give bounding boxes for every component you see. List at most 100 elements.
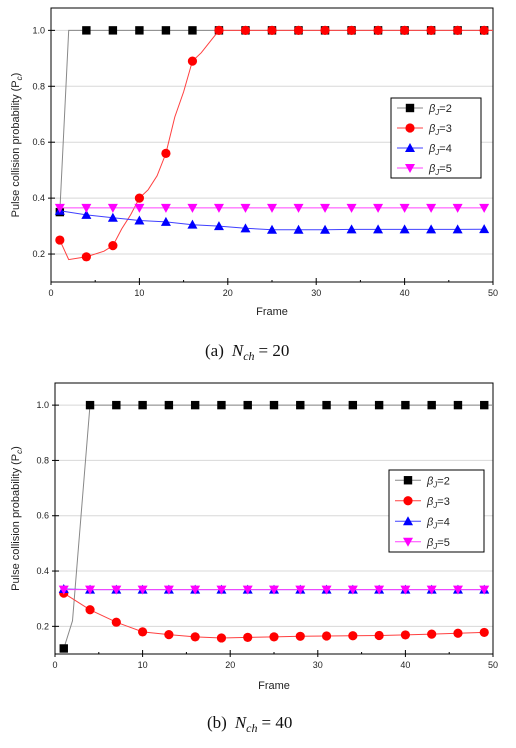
y-tick-label: 1.0 [32, 25, 45, 35]
series-1 [55, 25, 493, 262]
x-tick-label: 0 [52, 660, 57, 670]
data-point [320, 224, 331, 234]
series-0 [59, 400, 493, 653]
data-point [190, 585, 201, 595]
legend-marker [403, 537, 413, 547]
data-point [187, 219, 198, 229]
data-point [453, 628, 463, 638]
data-point [217, 400, 226, 410]
data-point [347, 585, 358, 595]
legend-marker [405, 123, 415, 133]
caption-subscript: ch [246, 721, 257, 735]
legend-marker [403, 496, 413, 506]
data-point [85, 400, 95, 410]
data-point [240, 223, 251, 233]
legend-value: =5 [439, 163, 452, 175]
x-tick-label: 10 [138, 660, 148, 670]
data-point [243, 632, 253, 643]
data-point [164, 630, 174, 640]
y-axis-label-close: ) [10, 446, 22, 450]
legend-label: βJ=3 [426, 496, 450, 510]
data-point [134, 203, 145, 213]
legend-beta: β [426, 496, 434, 508]
legend-label: βJ=4 [428, 143, 452, 157]
y-tick-label: 1.0 [36, 400, 49, 410]
data-point [240, 203, 251, 213]
legend-subscript: J [432, 521, 438, 530]
legend-subscript: J [434, 108, 440, 117]
data-point [479, 25, 489, 35]
legend-value: =4 [437, 516, 450, 528]
data-point [293, 224, 304, 234]
legend-marker [405, 103, 415, 113]
data-point [242, 585, 253, 595]
caption-label: (a) [205, 341, 224, 360]
data-point [427, 400, 436, 410]
y-tick-label: 0.8 [32, 81, 45, 91]
y-tick-label: 0.6 [32, 137, 45, 147]
data-point [295, 585, 306, 595]
data-point [160, 216, 171, 226]
data-point [373, 203, 384, 213]
data-point [107, 203, 118, 213]
caption-label: (b) [207, 713, 227, 732]
data-point [267, 224, 277, 234]
data-point [480, 400, 489, 410]
data-point [187, 56, 198, 66]
data-point [401, 400, 410, 410]
data-point [111, 617, 121, 627]
data-point [346, 203, 357, 213]
legend-value: =3 [439, 123, 452, 135]
data-point [138, 627, 148, 637]
legend-label: βJ=5 [428, 163, 452, 177]
data-point [112, 400, 121, 410]
data-point [81, 252, 91, 262]
data-point [373, 25, 383, 35]
data-point [161, 148, 171, 158]
x-tick-label: 20 [225, 660, 235, 670]
data-point [295, 631, 305, 641]
legend-value: =2 [437, 475, 450, 487]
data-point [269, 400, 279, 410]
data-point [58, 585, 69, 595]
x-tick-label: 40 [400, 288, 410, 298]
y-axis-label-text: Pulse collision probability (P [10, 80, 22, 217]
data-point [190, 632, 200, 642]
legend: βJ=2βJ=3βJ=4βJ=5 [388, 469, 485, 553]
data-point [267, 203, 277, 213]
caption-subscript: ch [243, 349, 254, 363]
data-point [346, 25, 357, 35]
y-tick-label: 0.6 [36, 511, 49, 521]
data-point [296, 400, 305, 410]
legend: βJ=2βJ=3βJ=4βJ=5 [390, 97, 482, 179]
series-2 [54, 205, 490, 234]
data-point [293, 203, 304, 213]
data-point [135, 26, 144, 35]
caption-relation: = 20 [259, 341, 290, 360]
legend-beta: β [426, 516, 434, 528]
legend-value: =5 [437, 537, 450, 549]
data-point [55, 235, 65, 245]
data-point [54, 203, 65, 213]
data-point [82, 26, 91, 35]
x-axis-label-text: Frame [256, 306, 288, 318]
y-tick-label: 0.4 [36, 566, 49, 576]
legend-value: =2 [439, 103, 452, 115]
chart-panel-a: 0.2 0.4 0.6 0.8 1.0 0 10 20 30 40 50 Frame Pulse col… [10, 7, 498, 363]
series-1 [59, 588, 489, 643]
y-tick-label: 0.2 [36, 621, 49, 631]
y-axis-label-text: Pulse collision probability (P [10, 454, 22, 591]
data-point [190, 400, 200, 410]
y-axis-label: Pulse collision probability (Pc) [10, 446, 24, 591]
legend-beta: β [426, 537, 434, 549]
x-axis-label-text: Frame [258, 680, 290, 692]
data-point [426, 224, 437, 234]
y-axis-label: Pulse collision probability (Pc) [10, 73, 24, 218]
data-point [107, 212, 118, 222]
data-point [427, 629, 437, 639]
legend-subscript: J [432, 542, 438, 551]
data-point [479, 224, 490, 234]
data-point [322, 400, 331, 410]
x-tick-label: 0 [48, 288, 53, 298]
legend-label: βJ=2 [428, 103, 452, 117]
